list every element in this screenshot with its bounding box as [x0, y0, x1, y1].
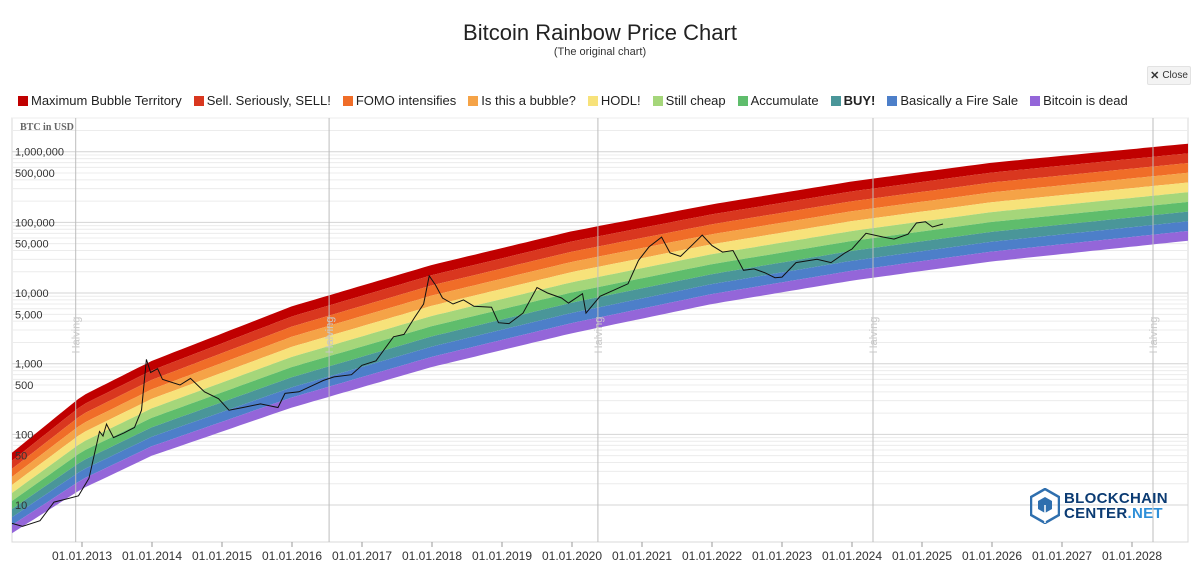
y-tick-label: 100,000 — [15, 217, 55, 229]
legend-item[interactable]: Still cheap — [652, 93, 726, 108]
x-tick-label: 01.01.2017 — [332, 549, 392, 563]
y-axis-label: BTC in USD — [20, 122, 74, 133]
legend-label: Bitcoin is dead — [1043, 93, 1128, 108]
legend-swatch — [193, 95, 204, 106]
x-tick-label: 01.01.2023 — [752, 549, 812, 563]
x-tick-label: 01.01.2025 — [892, 549, 952, 563]
brand-line2-suffix: .NET — [1127, 505, 1163, 522]
x-tick-label: 01.01.2026 — [962, 549, 1022, 563]
y-tick-label: 1,000,000 — [15, 147, 64, 159]
legend-label: Basically a Fire Sale — [900, 93, 1019, 108]
legend-swatch — [887, 95, 898, 106]
legend-item[interactable]: Bitcoin is dead — [1030, 93, 1128, 108]
x-tick-label: 01.01.2028 — [1102, 549, 1162, 563]
y-tick-label: 500,000 — [15, 168, 55, 180]
x-tick-label: 01.01.2014 — [122, 549, 182, 563]
close-button[interactable]: ✕ Close — [1147, 66, 1191, 85]
legend-item[interactable]: Sell. Seriously, SELL! — [193, 93, 331, 108]
halving-label: Halving — [324, 317, 336, 354]
blockchaincenter-logo: BLOCKCHAIN CENTER.NET — [1030, 488, 1168, 524]
x-tick-label: 01.01.2021 — [612, 549, 672, 563]
legend-item[interactable]: HODL! — [587, 93, 641, 108]
y-tick-label: 50 — [15, 451, 27, 463]
x-tick-label: 01.01.2018 — [402, 549, 462, 563]
legend-label: HODL! — [600, 93, 641, 108]
legend-item[interactable]: Is this a bubble? — [468, 93, 576, 108]
chart-subtitle: (The original chart) — [553, 46, 647, 58]
legend-item[interactable]: Basically a Fire Sale — [887, 93, 1018, 108]
brand-line1: BLOCKCHAIN — [1064, 490, 1168, 507]
x-tick-label: 01.01.2016 — [262, 549, 322, 563]
rainbow-chart: Halving Halving Halving Halving Halving 1,000… — [11, 117, 1189, 563]
legend-item[interactable]: BUY! — [830, 93, 876, 108]
y-tick-label: 100 — [15, 429, 33, 441]
halving-label: Halving — [868, 317, 880, 354]
y-tick-label: 1,000 — [15, 359, 43, 371]
legend-swatch — [737, 95, 748, 106]
legend: Maximum Bubble Territory Sell. Seriously,… — [18, 93, 1128, 108]
legend-label: FOMO intensifies — [355, 93, 457, 108]
x-tick-label: 01.01.2015 — [192, 549, 252, 563]
btc-price-line — [11, 221, 944, 527]
x-tick-label: 01.01.2027 — [1032, 549, 1092, 563]
legend-item[interactable]: Maximum Bubble Territory — [18, 93, 182, 108]
y-tick-label: 10,000 — [15, 288, 49, 300]
y-tick-label: 50,000 — [15, 239, 49, 251]
legend-swatch — [468, 95, 479, 106]
legend-swatch — [18, 95, 28, 106]
legend-label: Sell. Seriously, SELL! — [206, 93, 331, 108]
legend-item[interactable]: Accumulate — [737, 93, 819, 108]
x-tick-label: 01.01.2019 — [472, 549, 532, 563]
y-tick-label: 500 — [15, 380, 33, 392]
legend-item[interactable]: FOMO intensifies — [342, 93, 457, 108]
x-tick-label: 01.01.2020 — [542, 549, 602, 563]
legend-swatch — [1030, 95, 1041, 106]
brand-line2: CENTER — [1064, 505, 1128, 522]
close-label: Close — [1162, 70, 1188, 81]
legend-label: Is this a bubble? — [481, 93, 576, 108]
legend-label: BUY! — [843, 93, 876, 108]
chart-title: Bitcoin Rainbow Price Chart — [463, 20, 737, 45]
halving-label: Halving — [593, 317, 605, 354]
close-icon: ✕ — [1150, 70, 1160, 82]
y-tick-label: 10 — [15, 500, 27, 512]
legend-label: Still cheap — [665, 93, 726, 108]
y-tick-label: 5,000 — [15, 309, 43, 321]
halving-label: Halving — [71, 317, 83, 354]
halving-label: Halving — [1148, 317, 1160, 354]
legend-label: Maximum Bubble Territory — [31, 93, 182, 108]
legend-swatch — [342, 95, 353, 106]
x-tick-label: 01.01.2013 — [52, 549, 112, 563]
legend-label: Accumulate — [750, 93, 819, 108]
x-tick-label: 01.01.2022 — [682, 549, 742, 563]
legend-swatch — [830, 95, 841, 106]
legend-swatch — [652, 95, 663, 106]
legend-swatch — [587, 95, 598, 106]
cube-logo-icon — [1030, 488, 1060, 524]
x-tick-label: 01.01.2024 — [822, 549, 882, 563]
